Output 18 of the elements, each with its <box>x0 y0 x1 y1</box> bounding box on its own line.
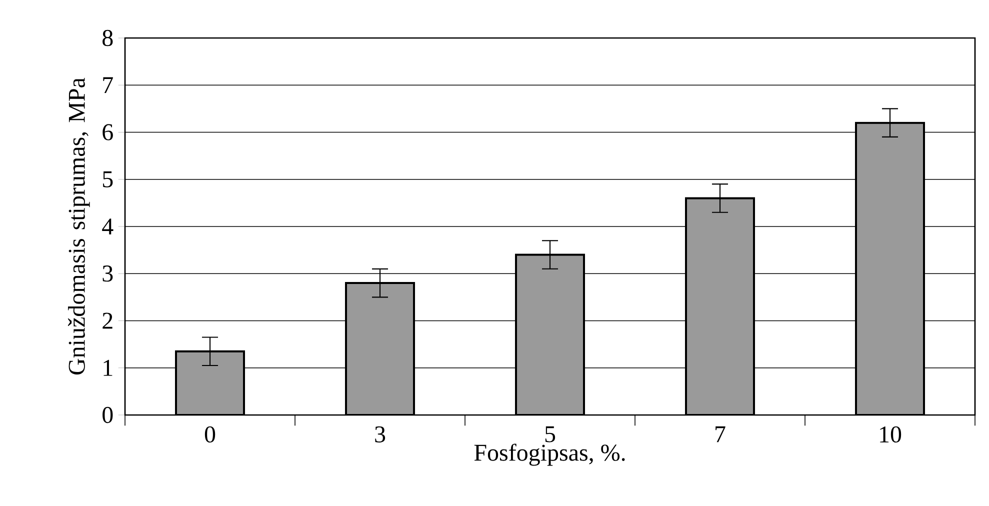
bar <box>685 197 755 415</box>
y-tick-label: 5 <box>103 171 113 188</box>
x-tick-label: 7 <box>716 426 726 442</box>
x-tick-label: 3 <box>375 426 386 442</box>
y-tick-label: 7 <box>103 77 113 93</box>
y-tick-label: 6 <box>102 124 113 140</box>
x-axis-title: Fosfogipsas, %. <box>474 444 625 466</box>
y-tick-label: 2 <box>102 312 112 329</box>
y-tick-label: 3 <box>102 266 113 282</box>
y-tick-label: 0 <box>102 406 113 424</box>
x-tick-label: 10 <box>880 426 902 443</box>
y-tick-label: 8 <box>102 30 113 46</box>
x-tick-label: 0 <box>204 426 216 443</box>
y-tick-label: 1 <box>104 360 112 376</box>
bar <box>515 254 585 415</box>
y-tick-label: 4 <box>102 218 114 234</box>
x-tick-label: 5 <box>545 426 556 442</box>
y-axis-title: Gniuždomasis stiprumas, MPa <box>68 78 90 375</box>
